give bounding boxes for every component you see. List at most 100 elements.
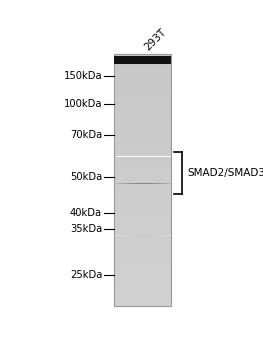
Bar: [167, 183, 168, 184]
Bar: [117, 235, 118, 236]
Bar: [125, 183, 126, 184]
Bar: [126, 156, 128, 157]
Bar: [140, 235, 141, 236]
Bar: [167, 235, 168, 236]
Bar: [168, 156, 170, 157]
Bar: [138, 235, 140, 236]
Bar: [150, 235, 152, 236]
Bar: [142, 156, 144, 157]
Bar: [122, 235, 123, 236]
Bar: [144, 183, 145, 184]
Bar: [138, 235, 140, 236]
Bar: [125, 183, 126, 184]
Bar: [161, 235, 163, 236]
Bar: [142, 235, 144, 236]
Bar: [125, 156, 126, 157]
Bar: [122, 183, 123, 184]
Bar: [169, 156, 171, 157]
Bar: [122, 235, 123, 236]
Bar: [153, 183, 155, 184]
Bar: [132, 235, 133, 236]
Bar: [160, 183, 161, 184]
Bar: [156, 235, 157, 236]
Bar: [153, 156, 155, 157]
Bar: [142, 156, 144, 157]
Bar: [153, 235, 155, 236]
Bar: [135, 235, 137, 236]
Bar: [134, 235, 136, 236]
Bar: [132, 235, 133, 236]
Bar: [130, 235, 132, 236]
Bar: [164, 156, 165, 157]
Bar: [140, 156, 141, 157]
Bar: [163, 183, 164, 184]
Bar: [119, 235, 121, 236]
Bar: [130, 183, 132, 184]
Bar: [114, 163, 171, 164]
Bar: [132, 183, 133, 184]
Bar: [120, 156, 122, 157]
Bar: [161, 235, 163, 236]
Bar: [159, 156, 160, 157]
Bar: [169, 235, 171, 236]
Bar: [164, 183, 165, 184]
Bar: [117, 156, 118, 157]
Bar: [161, 156, 163, 157]
Bar: [167, 156, 168, 157]
Bar: [114, 292, 171, 294]
Bar: [133, 156, 134, 157]
Bar: [142, 156, 144, 157]
Bar: [114, 155, 171, 156]
Bar: [137, 235, 138, 236]
Bar: [122, 183, 123, 184]
Bar: [149, 156, 151, 157]
Bar: [168, 183, 170, 184]
Bar: [159, 183, 160, 184]
Bar: [140, 183, 141, 184]
Bar: [159, 235, 160, 236]
Bar: [146, 235, 148, 236]
Bar: [149, 156, 151, 157]
Bar: [161, 183, 163, 184]
Bar: [156, 156, 157, 157]
Bar: [120, 156, 122, 157]
Bar: [150, 235, 152, 236]
Bar: [142, 235, 144, 236]
Bar: [153, 156, 155, 157]
Bar: [152, 156, 153, 157]
Bar: [154, 235, 156, 236]
Bar: [152, 235, 153, 236]
Bar: [118, 183, 119, 184]
Bar: [146, 235, 148, 236]
Bar: [153, 235, 155, 236]
Bar: [156, 183, 157, 184]
Bar: [156, 235, 157, 236]
Bar: [152, 156, 153, 157]
Bar: [125, 183, 126, 184]
Bar: [137, 183, 138, 184]
Bar: [157, 235, 159, 236]
Bar: [145, 156, 146, 157]
Bar: [146, 183, 148, 184]
Bar: [150, 235, 152, 236]
Bar: [127, 156, 129, 157]
Bar: [142, 156, 144, 157]
Bar: [161, 235, 163, 236]
Bar: [146, 235, 148, 236]
Bar: [135, 235, 137, 236]
Bar: [134, 235, 136, 236]
Bar: [167, 156, 168, 157]
Bar: [133, 235, 134, 236]
Bar: [122, 235, 123, 236]
Bar: [153, 156, 155, 157]
Bar: [132, 235, 133, 236]
Bar: [114, 132, 171, 133]
Bar: [156, 156, 157, 157]
Bar: [126, 235, 128, 236]
Bar: [140, 156, 141, 157]
Bar: [164, 156, 165, 157]
Bar: [160, 235, 161, 236]
Bar: [146, 235, 148, 236]
Bar: [142, 156, 144, 157]
Bar: [153, 156, 155, 157]
